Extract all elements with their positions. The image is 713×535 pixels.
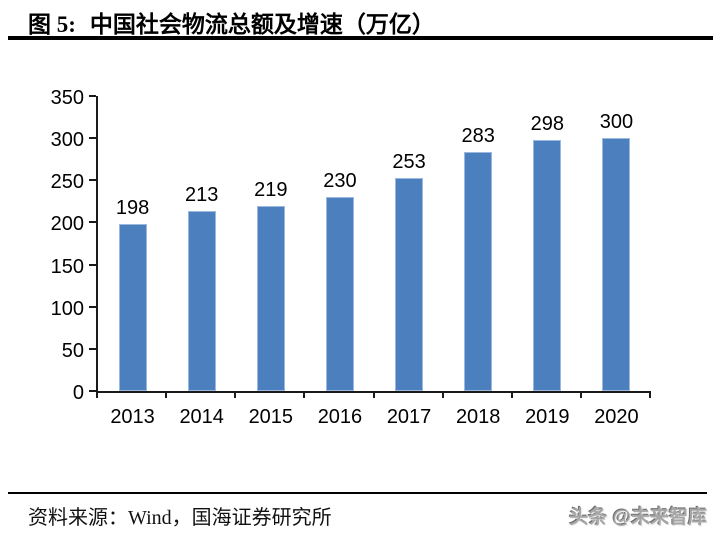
source-text: 资料来源：Wind，国海证券研究所 <box>28 507 332 529</box>
figure-header: 图 5: 中国社会物流总额及增速（万亿） <box>28 5 708 39</box>
x-axis-tick <box>441 393 444 398</box>
y-axis-tick-label: 0 <box>72 382 84 404</box>
bar-value-label: 198 <box>115 197 150 220</box>
bar <box>256 206 285 391</box>
x-axis-category-label: 2020 <box>594 406 639 428</box>
x-axis-category-label: 2019 <box>525 406 570 428</box>
x-axis-tick <box>165 393 168 398</box>
y-axis-tick <box>89 221 96 224</box>
bar-value-label: 300 <box>599 111 634 134</box>
title-rule <box>8 36 713 40</box>
x-axis-tick <box>303 393 306 398</box>
y-axis-tick <box>89 95 96 97</box>
y-axis-tick <box>89 137 96 140</box>
bar <box>602 138 631 391</box>
bar <box>325 197 354 391</box>
x-axis-category-label: 2018 <box>455 406 501 428</box>
footer-rule <box>8 492 707 494</box>
y-axis-tick-label: 50 <box>61 339 84 362</box>
y-axis-tick-label: 300 <box>50 129 84 152</box>
figure-label: 图 5: <box>28 12 76 37</box>
bar-value-label: 253 <box>392 150 426 173</box>
y-axis-tick-label: 150 <box>50 255 84 278</box>
bar <box>533 139 562 391</box>
x-axis-tick <box>510 393 513 398</box>
x-axis-tick <box>649 393 651 398</box>
figure-title: 中国社会物流总额及增速（万亿） <box>89 12 435 37</box>
bar-value-label: 283 <box>461 125 495 148</box>
bar <box>395 177 424 391</box>
y-axis-tick-label: 200 <box>50 213 84 236</box>
x-axis-line <box>96 391 651 393</box>
y-axis-tick-label: 350 <box>50 87 84 109</box>
bar-value-label: 219 <box>254 179 288 202</box>
bar <box>187 211 216 391</box>
x-axis-tick <box>372 393 375 398</box>
y-axis-tick <box>89 179 96 182</box>
x-axis-tick <box>579 393 582 398</box>
x-axis-category-label: 2013 <box>110 406 155 428</box>
y-axis-tick <box>89 347 96 350</box>
watermark-text: 头条 @未来智库 <box>569 507 707 528</box>
x-axis-tick <box>96 393 98 398</box>
y-axis-tick-label: 100 <box>50 297 84 320</box>
bar <box>118 224 147 391</box>
x-axis-category-label: 2015 <box>248 406 294 428</box>
y-axis-line <box>96 96 98 393</box>
bar-value-label: 213 <box>185 184 219 207</box>
bar-value-label: 230 <box>323 170 357 193</box>
bar-value-label: 298 <box>530 112 564 135</box>
y-axis-tick <box>89 263 96 266</box>
bar <box>464 152 493 391</box>
y-axis-tick <box>89 305 96 308</box>
y-axis-tick <box>89 390 96 392</box>
y-axis-tick-label: 250 <box>50 171 84 194</box>
x-axis-tick <box>234 393 237 398</box>
x-axis-category-label: 2017 <box>386 406 432 428</box>
x-axis-category-label: 2016 <box>317 406 363 428</box>
x-axis-category-label: 2014 <box>179 406 224 428</box>
